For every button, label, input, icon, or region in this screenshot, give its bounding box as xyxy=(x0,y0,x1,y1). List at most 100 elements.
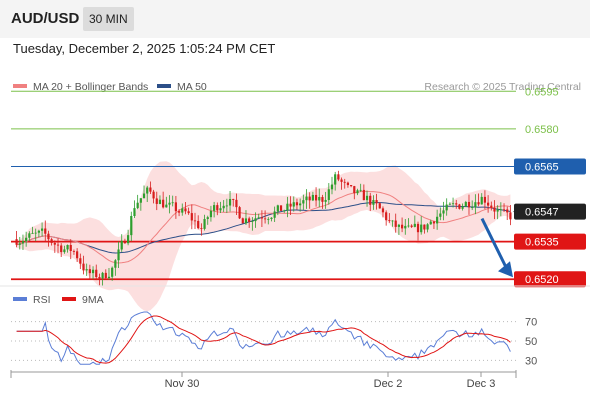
candle-body xyxy=(445,204,448,211)
candle-body xyxy=(257,217,260,219)
legend-label-1: MA 50 xyxy=(177,81,207,93)
rsi-line xyxy=(16,311,511,365)
candle-body xyxy=(279,205,283,211)
level-label-0.6535: 0.6535 xyxy=(525,237,559,249)
rsi-ma-line xyxy=(16,315,511,364)
forecast-arrow-head xyxy=(498,261,513,278)
candle-body xyxy=(314,194,318,201)
candle-body xyxy=(372,200,375,205)
candle-body xyxy=(334,174,337,185)
candle-body xyxy=(225,205,228,207)
candle-body xyxy=(362,189,365,201)
candle-body xyxy=(47,233,50,240)
level-tag-0.6565 xyxy=(514,158,586,175)
x-tick-label-1: Dec 2 xyxy=(374,378,403,390)
candle-body xyxy=(63,249,66,253)
candle-body xyxy=(458,204,461,209)
level-label-0.6520: 0.6520 xyxy=(525,274,559,286)
candle-body xyxy=(114,260,117,268)
candle-body xyxy=(241,218,244,224)
rsi-legend-swatch-1 xyxy=(62,297,76,301)
candle-body xyxy=(203,219,206,229)
candle-body xyxy=(420,224,423,233)
candle-body xyxy=(385,212,388,221)
candle-body xyxy=(490,205,493,208)
candle-body xyxy=(413,223,416,227)
candle-body xyxy=(263,218,267,220)
legend-swatch-0 xyxy=(13,84,27,88)
candle-body xyxy=(82,263,85,271)
candle-body xyxy=(426,224,429,230)
rsi-tick-30: 30 xyxy=(525,355,537,367)
candle-body xyxy=(295,202,299,206)
candle-body xyxy=(397,224,401,227)
legend-swatch-1 xyxy=(157,84,171,88)
candle-body xyxy=(216,205,219,211)
candle-body xyxy=(369,195,372,205)
candle-body xyxy=(53,242,56,245)
candle-body xyxy=(305,196,308,201)
candle-body xyxy=(381,208,385,213)
candle-body xyxy=(88,269,91,274)
candle-body xyxy=(101,272,104,279)
candle-body xyxy=(400,224,404,229)
candle-body xyxy=(340,179,343,182)
candle-body xyxy=(209,210,213,218)
candle-body xyxy=(378,203,381,209)
candle-body xyxy=(260,217,264,219)
candle-body xyxy=(76,251,79,259)
rsi-legend-swatch-0 xyxy=(13,297,27,301)
candle-body xyxy=(174,202,177,212)
watermark-text: Research © 2025 Trading Central xyxy=(424,81,581,93)
candle-body xyxy=(104,272,107,279)
candle-body xyxy=(432,221,436,224)
rsi-legend-label-1: 9MA xyxy=(82,294,104,306)
candle-body xyxy=(200,228,203,230)
candle-body xyxy=(483,196,487,203)
ma20-line xyxy=(16,190,511,264)
rsi-tick-50: 50 xyxy=(525,336,537,348)
candle-body xyxy=(337,174,340,180)
candle-body xyxy=(416,223,420,233)
candle-body xyxy=(502,209,506,211)
candle-body xyxy=(44,228,47,234)
candle-body xyxy=(346,182,350,186)
legend-label-0: MA 20 + Bollinger Bands xyxy=(33,81,148,93)
forecast-arrow-shaft xyxy=(480,217,508,268)
candles xyxy=(15,170,512,286)
candle-body xyxy=(171,202,174,204)
candle-body xyxy=(117,249,120,261)
candle-body xyxy=(120,240,123,250)
candle-body xyxy=(139,198,142,203)
candle-body xyxy=(95,269,98,278)
candle-body xyxy=(133,208,136,216)
candle-body xyxy=(155,198,158,204)
candle-body xyxy=(353,186,356,194)
level-label-0.6565: 0.6565 xyxy=(525,161,559,173)
symbol-title: AUD/USD xyxy=(11,10,80,27)
candle-body xyxy=(162,199,165,208)
candle-body xyxy=(15,239,18,245)
candle-body xyxy=(165,204,168,208)
level-label-0.6580: 0.6580 xyxy=(525,124,559,136)
candle-body xyxy=(270,217,273,219)
datetime-label: Tuesday, December 2, 2025 1:05:24 PM CET xyxy=(13,41,276,56)
candle-body xyxy=(235,199,238,208)
candle-body xyxy=(244,218,248,224)
candle-body xyxy=(254,218,257,222)
bollinger-band xyxy=(16,161,511,312)
candle-body xyxy=(429,221,432,225)
candle-body xyxy=(321,197,324,202)
candle-body xyxy=(238,207,241,219)
candle-body xyxy=(302,200,305,204)
candle-body xyxy=(464,201,467,207)
candle-body xyxy=(467,201,471,208)
timeframe-badge[interactable]: 30 MIN xyxy=(83,7,134,31)
x-tick-label-0: Nov 30 xyxy=(165,378,200,390)
candle-body xyxy=(487,202,490,206)
candle-body xyxy=(480,196,483,205)
candle-body xyxy=(37,230,40,233)
candle-body xyxy=(308,196,311,201)
candle-body xyxy=(213,205,216,211)
candle-body xyxy=(142,193,146,199)
